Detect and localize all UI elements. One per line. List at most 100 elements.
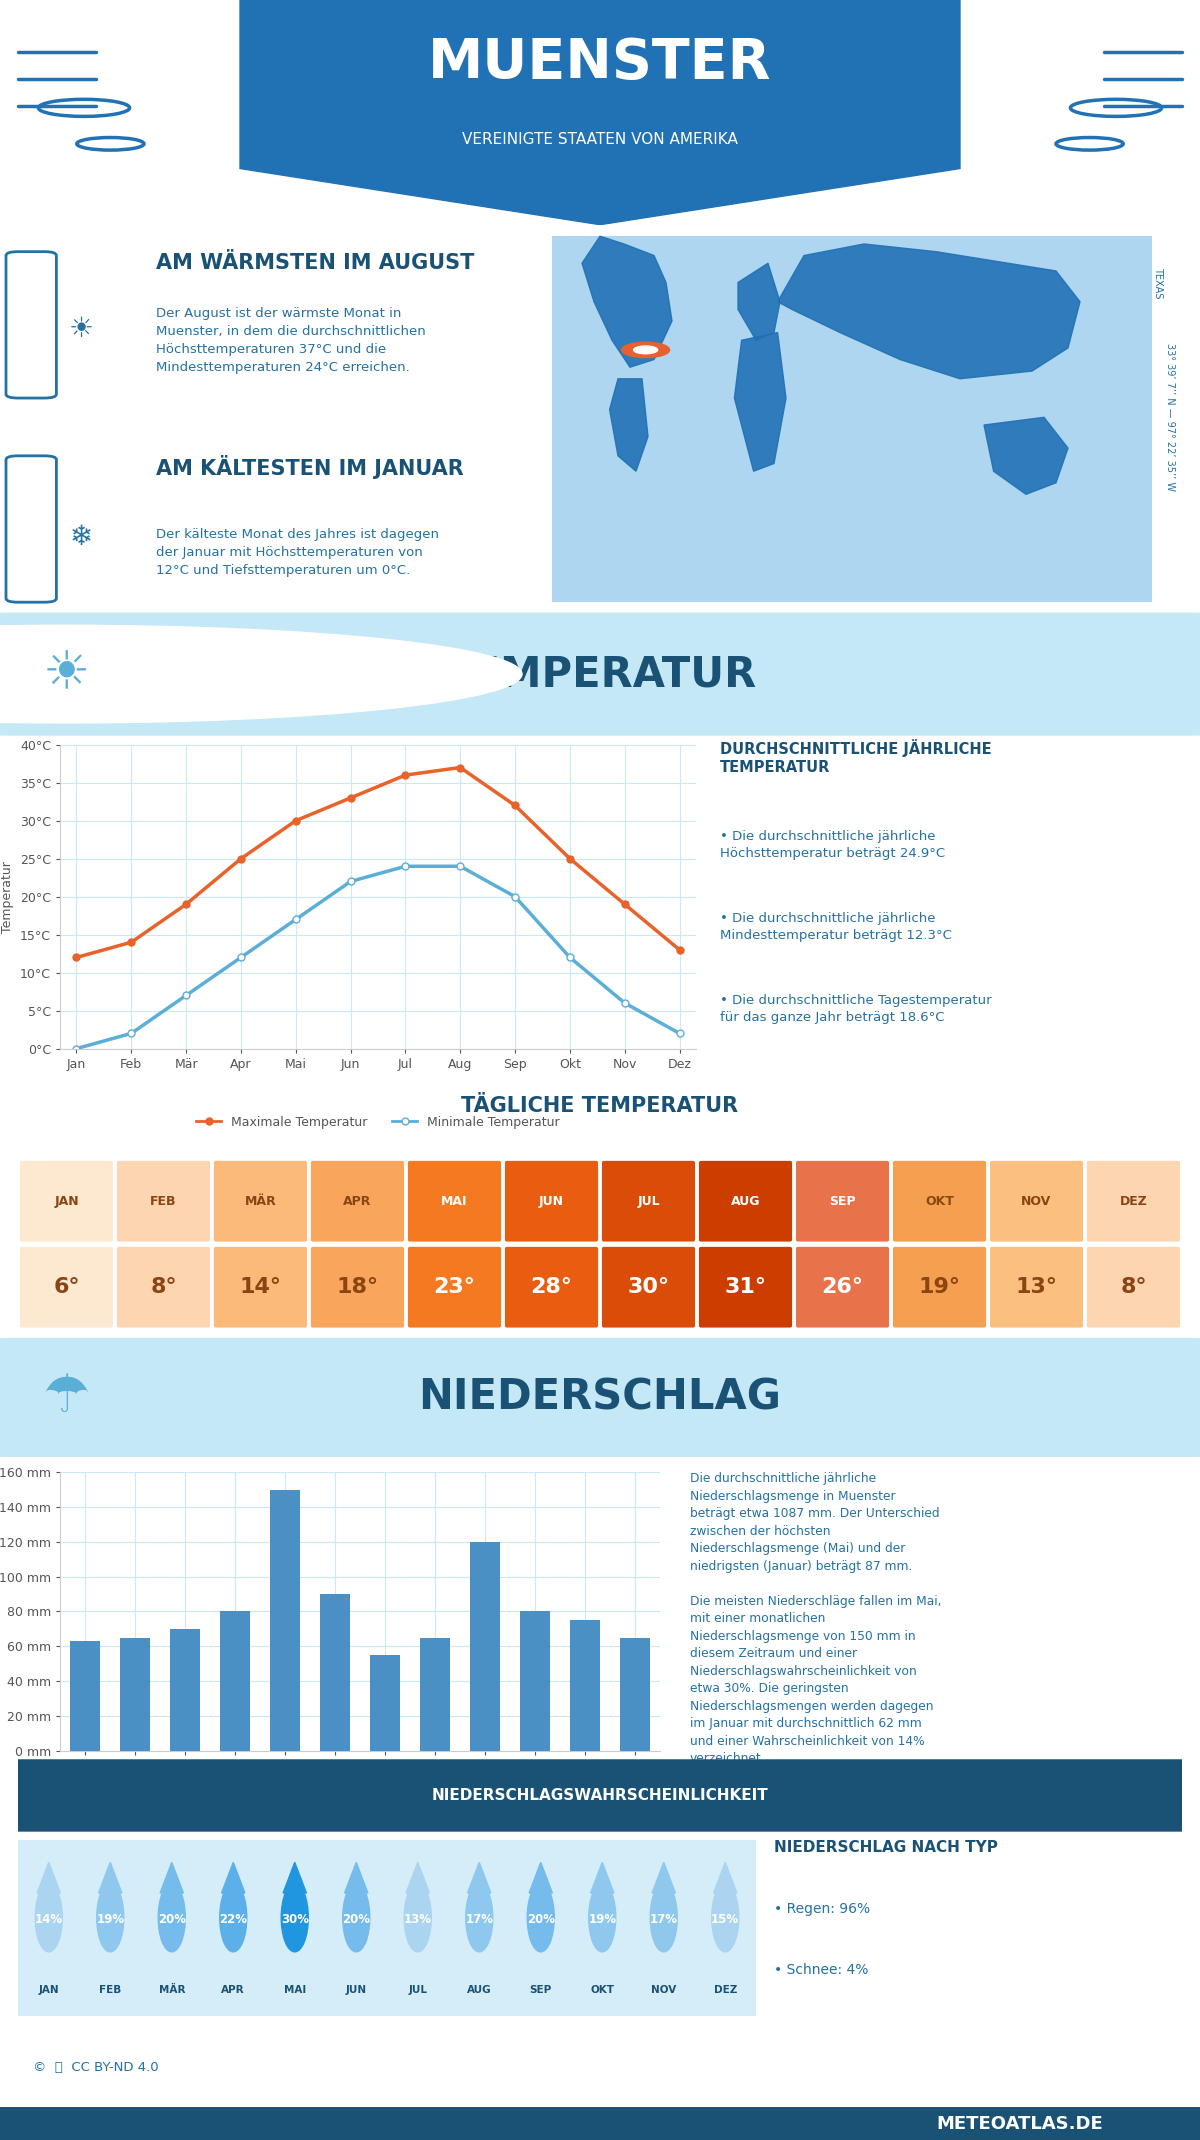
Ellipse shape bbox=[404, 1883, 431, 1952]
Text: SEP: SEP bbox=[829, 1194, 856, 1207]
FancyBboxPatch shape bbox=[602, 1160, 695, 1241]
Text: JUL: JUL bbox=[637, 1194, 660, 1207]
Polygon shape bbox=[344, 1862, 368, 1894]
FancyBboxPatch shape bbox=[1087, 1160, 1180, 1241]
Text: DURCHSCHNITTLICHE JÄHRLICHE
TEMPERATUR: DURCHSCHNITTLICHE JÄHRLICHE TEMPERATUR bbox=[720, 738, 991, 775]
Ellipse shape bbox=[158, 1883, 185, 1952]
Text: APR: APR bbox=[222, 1984, 245, 1994]
Polygon shape bbox=[582, 235, 672, 368]
Polygon shape bbox=[610, 379, 648, 471]
Text: 30%: 30% bbox=[281, 1913, 308, 1926]
FancyBboxPatch shape bbox=[0, 612, 1200, 736]
Ellipse shape bbox=[220, 1883, 247, 1952]
Polygon shape bbox=[283, 1862, 306, 1894]
Ellipse shape bbox=[97, 1883, 124, 1952]
Text: MUENSTER: MUENSTER bbox=[428, 36, 772, 90]
FancyBboxPatch shape bbox=[6, 1759, 1194, 1832]
FancyBboxPatch shape bbox=[698, 1160, 792, 1241]
Ellipse shape bbox=[466, 1883, 493, 1952]
Bar bbox=[370, 1654, 400, 1751]
Ellipse shape bbox=[527, 1883, 554, 1952]
Bar bbox=[570, 1620, 600, 1751]
Text: • Die durchschnittliche Tagestemperatur
für das ganze Jahr beträgt 18.6°C: • Die durchschnittliche Tagestemperatur … bbox=[720, 993, 991, 1023]
Text: 8°: 8° bbox=[1120, 1278, 1147, 1297]
Polygon shape bbox=[984, 417, 1068, 494]
Circle shape bbox=[634, 347, 658, 353]
Text: 19%: 19% bbox=[588, 1913, 617, 1926]
FancyBboxPatch shape bbox=[408, 1160, 502, 1241]
Bar bbox=[70, 1641, 100, 1751]
Text: APR: APR bbox=[343, 1194, 372, 1207]
Text: • Die durchschnittliche jährliche
Mindesttemperatur beträgt 12.3°C: • Die durchschnittliche jährliche Mindes… bbox=[720, 912, 952, 942]
Polygon shape bbox=[222, 1862, 245, 1894]
Text: 31°: 31° bbox=[725, 1278, 767, 1297]
Text: 17%: 17% bbox=[649, 1913, 678, 1926]
FancyBboxPatch shape bbox=[214, 1160, 307, 1241]
FancyBboxPatch shape bbox=[0, 2108, 1200, 2140]
Text: 23°: 23° bbox=[433, 1278, 475, 1297]
FancyBboxPatch shape bbox=[796, 1248, 889, 1327]
Polygon shape bbox=[37, 1862, 60, 1894]
Text: • Regen: 96%: • Regen: 96% bbox=[774, 1902, 870, 1915]
Ellipse shape bbox=[281, 1883, 308, 1952]
FancyBboxPatch shape bbox=[214, 1248, 307, 1327]
Ellipse shape bbox=[343, 1883, 370, 1952]
Bar bbox=[470, 1541, 500, 1751]
Text: TEXAS: TEXAS bbox=[1153, 268, 1163, 297]
Polygon shape bbox=[529, 1862, 552, 1894]
Polygon shape bbox=[98, 1862, 122, 1894]
Polygon shape bbox=[652, 1862, 676, 1894]
Text: ☀: ☀ bbox=[70, 315, 94, 342]
Text: 20%: 20% bbox=[157, 1913, 186, 1926]
FancyBboxPatch shape bbox=[311, 1248, 404, 1327]
Text: DEZ: DEZ bbox=[1120, 1194, 1147, 1207]
Text: AM WÄRMSTEN IM AUGUST: AM WÄRMSTEN IM AUGUST bbox=[156, 253, 474, 274]
Bar bbox=[120, 1637, 150, 1751]
Legend: Maximale Temperatur, Minimale Temperatur: Maximale Temperatur, Minimale Temperatur bbox=[191, 1111, 565, 1134]
Bar bbox=[220, 1611, 250, 1751]
FancyBboxPatch shape bbox=[893, 1160, 986, 1241]
FancyBboxPatch shape bbox=[408, 1248, 502, 1327]
Text: 13°: 13° bbox=[1015, 1278, 1057, 1297]
Text: OKT: OKT bbox=[590, 1984, 614, 1994]
Text: ☂: ☂ bbox=[42, 1372, 90, 1423]
Polygon shape bbox=[734, 332, 786, 471]
FancyBboxPatch shape bbox=[1087, 1248, 1180, 1327]
Text: OKT: OKT bbox=[925, 1194, 954, 1207]
Legend: Niederschlagssumme: Niederschlagssumme bbox=[270, 1800, 450, 1821]
Polygon shape bbox=[160, 1862, 184, 1894]
Text: FEB: FEB bbox=[150, 1194, 176, 1207]
FancyBboxPatch shape bbox=[0, 0, 1200, 225]
Text: JUN: JUN bbox=[539, 1194, 564, 1207]
Text: VEREINIGTE STAATEN VON AMERIKA: VEREINIGTE STAATEN VON AMERIKA bbox=[462, 133, 738, 148]
FancyBboxPatch shape bbox=[698, 1248, 792, 1327]
Text: 17%: 17% bbox=[466, 1913, 493, 1926]
Text: 14%: 14% bbox=[35, 1913, 62, 1926]
Y-axis label: Temperatur: Temperatur bbox=[1, 860, 14, 933]
Polygon shape bbox=[778, 244, 1080, 379]
Bar bbox=[520, 1611, 550, 1751]
FancyBboxPatch shape bbox=[505, 1248, 598, 1327]
Text: Die durchschnittliche jährliche
Niederschlagsmenge in Muenster
beträgt etwa 1087: Die durchschnittliche jährliche Niedersc… bbox=[690, 1472, 942, 1766]
Polygon shape bbox=[468, 1862, 491, 1894]
FancyBboxPatch shape bbox=[893, 1248, 986, 1327]
Text: JUL: JUL bbox=[408, 1984, 427, 1994]
Ellipse shape bbox=[35, 1883, 62, 1952]
Text: • Die durchschnittliche jährliche
Höchsttemperatur beträgt 24.9°C: • Die durchschnittliche jährliche Höchst… bbox=[720, 830, 946, 860]
Polygon shape bbox=[240, 0, 960, 225]
Text: METEOATLAS.DE: METEOATLAS.DE bbox=[937, 2114, 1103, 2134]
FancyBboxPatch shape bbox=[990, 1248, 1084, 1327]
Text: 15%: 15% bbox=[712, 1913, 739, 1926]
Bar bbox=[620, 1637, 650, 1751]
Text: DEZ: DEZ bbox=[714, 1984, 737, 1994]
FancyBboxPatch shape bbox=[796, 1160, 889, 1241]
Ellipse shape bbox=[589, 1883, 616, 1952]
Text: NOV: NOV bbox=[1021, 1194, 1051, 1207]
FancyBboxPatch shape bbox=[18, 1840, 756, 2016]
Text: NOV: NOV bbox=[652, 1984, 677, 1994]
Text: 30°: 30° bbox=[628, 1278, 670, 1297]
Text: 33° 39’ 7’’ N — 97° 22’ 35’’ W: 33° 39’ 7’’ N — 97° 22’ 35’’ W bbox=[1165, 342, 1175, 492]
Text: 14°: 14° bbox=[240, 1278, 282, 1297]
Bar bbox=[320, 1594, 350, 1751]
Text: Der August ist der wärmste Monat in
Muenster, in dem die durchschnittlichen
Höch: Der August ist der wärmste Monat in Muen… bbox=[156, 306, 426, 374]
